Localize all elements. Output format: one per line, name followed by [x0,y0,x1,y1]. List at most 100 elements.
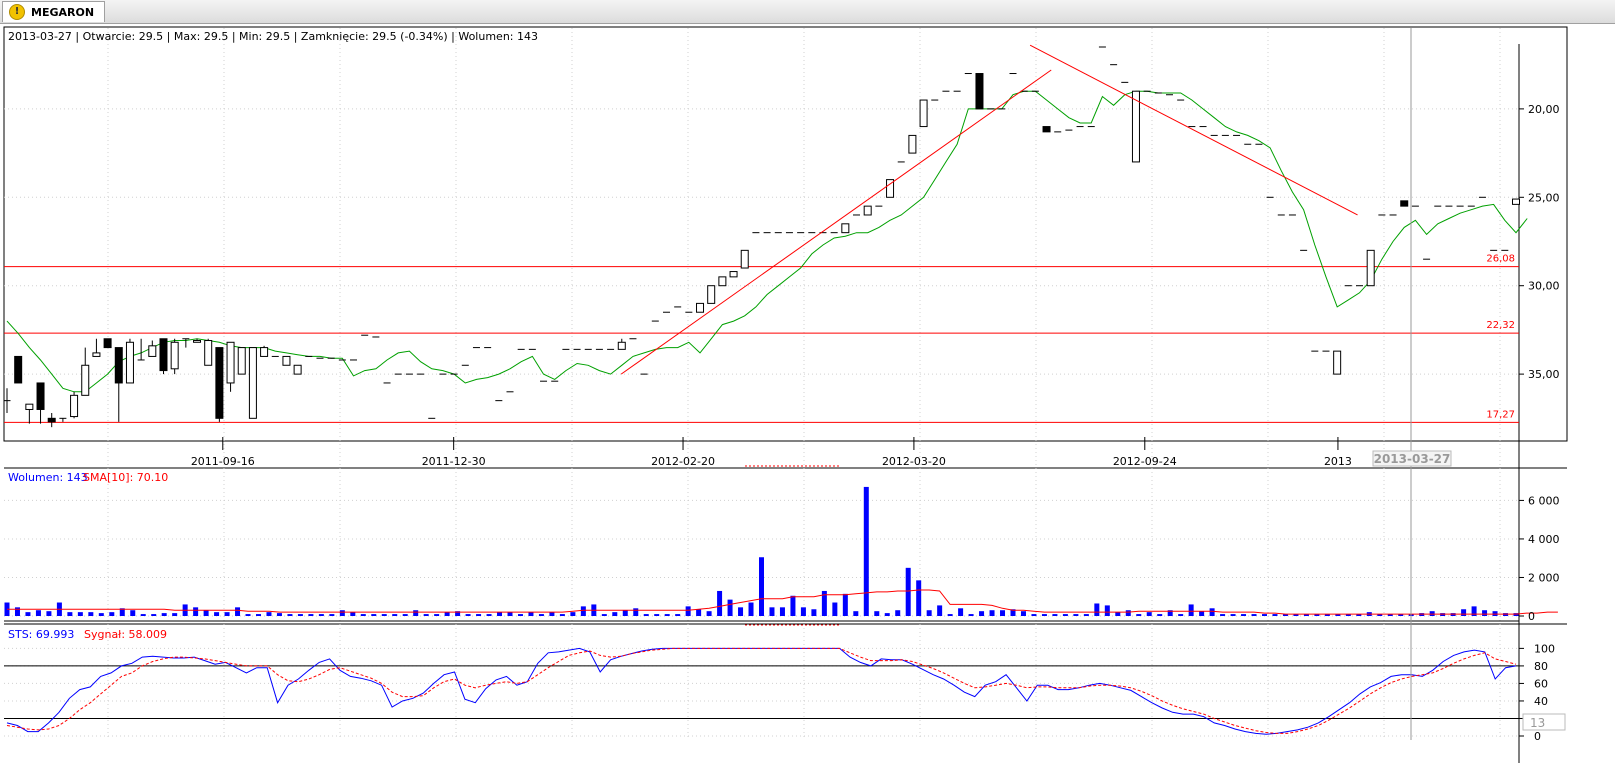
volume-bar [748,602,754,616]
volume-bar [297,614,303,616]
volume-bar [1094,603,1100,616]
volume-bar [318,614,324,616]
volume-bar [1125,610,1131,616]
volume-bar [1010,609,1016,616]
volume-bar [1251,614,1257,616]
volume-bar [1188,604,1194,616]
volume-bar [371,614,377,616]
volume-sma-label: SMA[10]: 70.10 [83,471,168,484]
volume-bar [214,612,220,616]
price-info-text: 2013-03-27 | Otwarcie: 29.5 | Max: 29.5 … [8,30,538,43]
volume-bar [465,614,471,616]
candle-body [170,341,179,370]
volume-bar [77,612,83,616]
candle-body [1131,90,1140,163]
sts-y-tick-label: 40 [1534,695,1548,708]
candle-body [248,347,257,419]
volume-bar [675,614,681,616]
volume-bar [958,608,964,616]
candle-body [215,347,224,419]
volume-bar [643,614,649,616]
volume-bar [1041,614,1047,616]
volume-bar [1146,612,1152,616]
volume-bar [1345,614,1351,616]
volume-bar [14,607,20,616]
volume-bar [308,614,314,616]
tab-megaron[interactable]: ! MEGARON [2,1,105,22]
volume-bar [224,612,230,616]
x-tick-label: 2011-12-30 [422,455,486,468]
sts-signal-label: Sygnał: 58.009 [84,628,167,641]
cursor-value-label: 13 [1530,716,1545,730]
candle-body [696,302,705,313]
volume-bar [685,606,691,616]
volume-bar [968,614,974,616]
candle-body [718,276,727,287]
candle-body [125,341,134,384]
volume-bar [1471,606,1477,616]
volume-bar [1052,614,1058,616]
candle-body [886,179,895,198]
support-line-label: 22,32 [1486,320,1515,331]
volume-bar [25,612,31,616]
volume-sma-line [7,589,1558,615]
volume-bar [1293,614,1299,616]
volume-bar [486,614,492,616]
volume-bar [1303,614,1309,616]
chart-svg[interactable]: 26,08 22,32 17,27 35,00 30,00 25,00 20,00 2011… [0,24,1615,763]
volume-bar [245,614,251,616]
volume-bar [140,614,146,616]
volume-bar [119,608,125,616]
volume-bar [172,613,178,616]
volume-bar [339,610,345,616]
volume-bar [853,611,859,616]
volume-bar [821,590,827,616]
volume-bar [1000,610,1006,616]
volume-bar [738,607,744,616]
x-tick-label: 2012-03-20 [882,455,946,468]
candle-body [841,223,850,234]
candle-body [1042,126,1051,133]
candle-body [1512,198,1520,205]
volume-bar [989,610,995,616]
volume-bar [235,607,241,616]
volume-bar [88,612,94,616]
volume-bar [266,612,272,616]
sts-y-tick-label: 100 [1534,642,1555,655]
volume-bar [256,614,261,616]
tab-label: MEGARON [31,5,95,19]
volume-y-tick-label: 4 000 [1528,533,1560,546]
candle-body [1366,249,1375,287]
volume-bar [203,610,209,616]
volume-bar [350,612,356,616]
volume-bar [151,614,157,616]
volume-bar [800,607,806,616]
chart-area[interactable]: 26,08 22,32 17,27 35,00 30,00 25,00 20,00 2011… [0,24,1615,763]
candle-body [25,403,34,410]
volume-y-tick-label: 6 000 [1528,494,1560,507]
candle-body [740,249,749,269]
candle-body [36,382,45,410]
volume-bar [287,614,293,616]
volume-bar [601,614,607,616]
candle-body [1400,200,1409,207]
volume-bar [759,557,764,616]
volume-bar [455,611,461,616]
candle-body [70,394,79,418]
volume-bar [622,610,628,616]
volume-bar [1178,614,1184,616]
trendline [1029,44,1358,216]
volume-bar [497,612,503,616]
volume-bar [1398,614,1404,616]
volume-bar [193,607,199,616]
volume-bar [769,607,775,616]
volume-bar [98,613,104,616]
volume-bar [67,612,73,616]
volume-layer [4,486,1558,622]
volume-bar [1115,612,1121,616]
volume-bar [832,602,838,616]
candle-body [863,205,872,216]
volume-bar [381,614,387,616]
volume-bar [979,611,985,616]
volume-bar [1356,614,1362,616]
